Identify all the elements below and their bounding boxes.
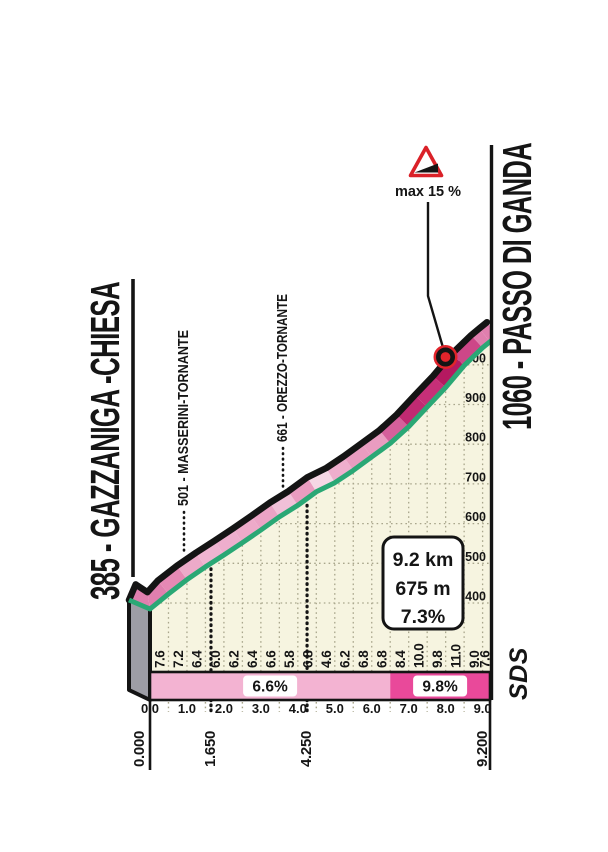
summary-avg-grade: 7.3%	[401, 606, 445, 628]
grade-band-segment	[157, 565, 187, 594]
warning-slope-glyph	[414, 163, 438, 173]
grade-band-segment	[379, 414, 409, 444]
grade-number: 6.4	[190, 650, 205, 668]
distance-tick-label: 3.0	[252, 701, 270, 716]
grade-number: 6.6	[264, 650, 279, 668]
elevation-tick-label: 900	[465, 391, 486, 405]
elevation-tick-label: 700	[465, 470, 486, 484]
grade-band-segment	[451, 335, 483, 366]
distance-axis: 0.01.02.03.04.05.06.07.08.09.0	[141, 701, 492, 716]
distance-milestone-labels: 0.000 1.650 4.250 9.200	[131, 700, 492, 770]
grade-band-segment	[343, 443, 372, 471]
grade-number: 7.6	[478, 650, 493, 668]
start-title: 385 - GAZZANIGA -CHIESA	[82, 282, 128, 600]
grade-number: 10.0	[411, 644, 426, 668]
summary-info-box: 9.2 km 675 m 7.3%	[381, 535, 465, 631]
grade-band-segment	[288, 477, 317, 506]
elevation-tick-label: 400	[465, 590, 486, 604]
grade-number: 6.4	[245, 650, 260, 668]
section-average-label: 6.6%	[252, 679, 288, 696]
grade-number: 6.2	[227, 651, 242, 668]
grade-number: 6.0	[208, 651, 223, 668]
max-grade-label: max 15 %	[395, 184, 461, 200]
grade-number: 7.2	[171, 651, 186, 668]
km-milestone-label: 4.250	[298, 731, 315, 767]
grade-number: 9.8	[430, 650, 445, 668]
grade-number: 6.2	[338, 651, 353, 668]
elevation-tick-label: 600	[465, 510, 486, 524]
base-3d-face	[127, 598, 152, 702]
max-grade-marker-ring	[435, 347, 455, 367]
distance-tick-label: 8.0	[437, 701, 455, 716]
summary-gain: 675 m	[395, 578, 450, 600]
segment-grade-numbers: 7.6 7.2 6.4 6.0 6.2 6.4 6.6 5.8 6.8 4.6 6.2 6.8 6.8 8…	[153, 644, 493, 668]
waypoint-label-orezzo: 661 - OREZZO-TORNANTE	[274, 294, 291, 442]
grade-number: 6.8	[374, 650, 389, 668]
elevation-tick-label: 500	[465, 550, 486, 564]
summit-title: 1060 - PASSO DI GANDA	[494, 143, 540, 430]
distance-tick-label: 9.0	[474, 701, 492, 716]
distance-tick-label: 7.0	[400, 701, 418, 716]
section-label-pill	[243, 675, 298, 697]
grade-band-segment	[232, 516, 261, 543]
summary-distance: 9.2 km	[393, 549, 454, 571]
waypoint-label-masserini: 501 - MASSERINI-TORNANTE	[175, 330, 192, 506]
grade-number: 6.8	[301, 650, 316, 668]
grade-band-segment	[361, 430, 391, 457]
max-grade-warning: max 15 %	[395, 145, 461, 369]
grade-band-segment	[269, 491, 298, 517]
grade-band-segment	[414, 376, 446, 407]
profile-outline	[125, 318, 491, 604]
route-line	[128, 338, 491, 612]
section-label-pill	[413, 675, 468, 697]
distance-tick-label: 5.0	[326, 701, 344, 716]
grade-number: 5.8	[282, 650, 297, 668]
max-grade-leader-line	[426, 202, 446, 352]
distance-tick-label: 2.0	[215, 701, 233, 716]
grade-number: 11.0	[448, 644, 463, 668]
grade-band-segment	[214, 528, 243, 555]
grade-number: 8.4	[393, 650, 408, 668]
route-green-line	[128, 338, 491, 612]
waypoint-leader-lines	[182, 446, 309, 716]
distance-tick-label: 1.0	[178, 701, 196, 716]
grade-number: 7.6	[153, 650, 168, 668]
profile-top-outline	[125, 318, 491, 604]
grade-number: 6.8	[356, 650, 371, 668]
distance-tick-label: 4.0	[289, 701, 307, 716]
elevation-tick-label: 800	[465, 431, 486, 445]
distance-tick-label: 6.0	[363, 701, 381, 716]
grade-band-segment	[396, 395, 428, 427]
section-average-bar: 6.6% 9.8%	[148, 670, 492, 702]
brand-logo: SDS	[505, 647, 533, 700]
km-milestone-label: 1.650	[202, 731, 219, 767]
grade-band-segment	[176, 552, 206, 580]
km-milestone-label: 0.000	[131, 731, 148, 767]
grade-band-segment	[196, 540, 224, 567]
grade-number: 9.0	[467, 651, 482, 668]
grade-band-segment	[251, 502, 280, 530]
grade-number: 4.6	[319, 650, 334, 668]
grade-band-segment	[326, 456, 354, 483]
grade-band-segment	[433, 354, 465, 388]
section-average-label: 9.8%	[422, 679, 458, 696]
km-milestone-label: 9.200	[474, 731, 491, 767]
